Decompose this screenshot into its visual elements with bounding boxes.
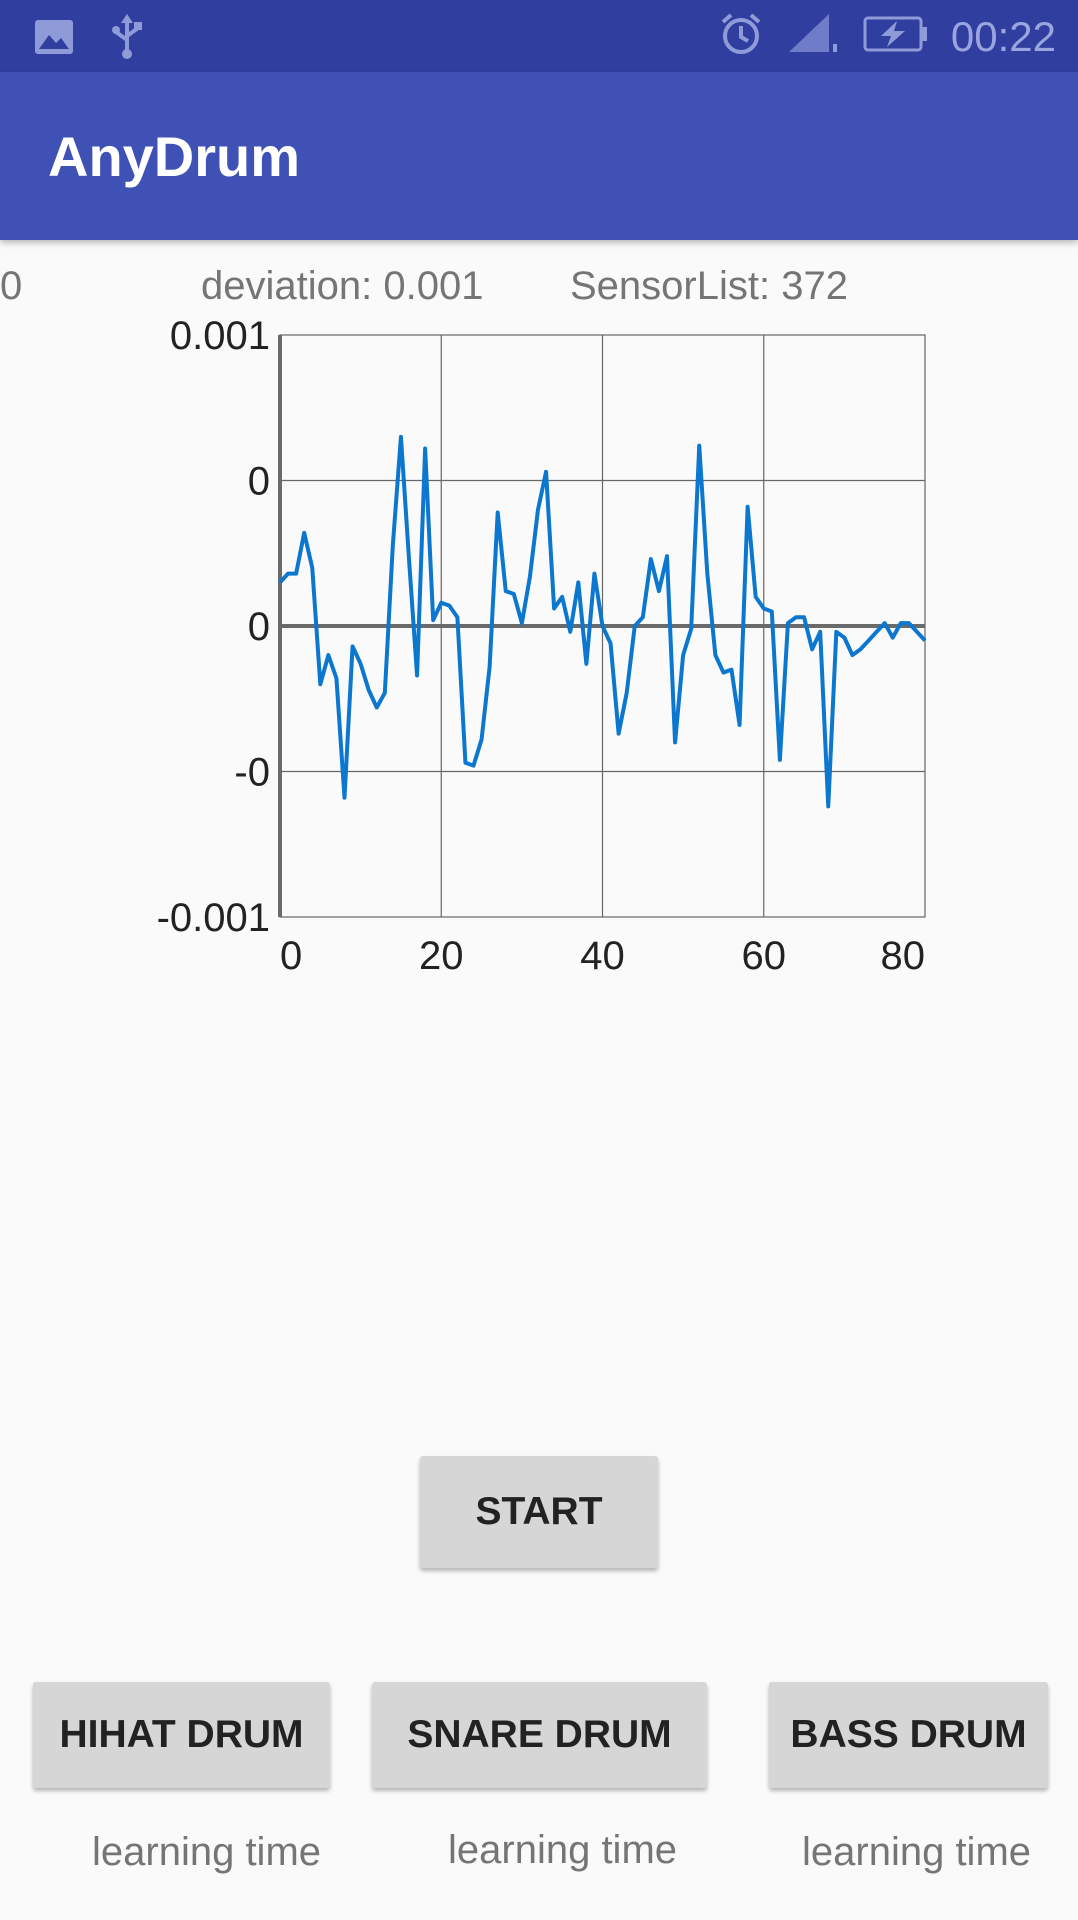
chart-x-tick-label: 60	[742, 934, 787, 978]
chart-series-line	[278, 434, 927, 809]
signal-icon	[785, 12, 841, 61]
hihat-drum-button[interactable]: HIHAT DRUM	[33, 1682, 330, 1788]
app-title: AnyDrum	[48, 125, 301, 188]
chart-y-tick-label: -0	[234, 751, 270, 795]
hihat-learning-time-label: learning time	[92, 1830, 322, 1874]
image-icon	[34, 19, 74, 60]
sensor-list-text: SensorList: 372	[570, 264, 848, 308]
start-button[interactable]: START	[420, 1456, 658, 1568]
chart-y-tick-label: 0	[248, 605, 270, 649]
chart-x-tick-label: 20	[419, 934, 464, 978]
chart-x-tick-label: 80	[881, 934, 926, 978]
alarm-icon	[719, 12, 763, 61]
chart-x-tick-label: 0	[280, 934, 302, 978]
snare-drum-button[interactable]: SNARE DRUM	[372, 1682, 707, 1788]
chart-y-tick-label: 0.001	[170, 314, 270, 358]
bass-drum-button[interactable]: BASS DRUM	[769, 1682, 1048, 1788]
battery-charging-icon	[863, 16, 929, 57]
app-bar: AnyDrum	[0, 72, 1078, 240]
chart-x-tick-label: 40	[580, 934, 625, 978]
status-time: 00:22	[950, 12, 1056, 60]
chart-y-tick-label: -0.001	[157, 896, 270, 940]
left-value-text: 0	[0, 264, 23, 308]
status-bar: 00:22	[0, 0, 1078, 72]
deviation-text: deviation: 0.001	[201, 264, 484, 308]
usb-icon	[110, 14, 144, 65]
bass-learning-time-label: learning time	[802, 1830, 1032, 1874]
snare-learning-time-label: learning time	[448, 1828, 678, 1872]
chart-y-tick-label: 0	[248, 460, 270, 504]
